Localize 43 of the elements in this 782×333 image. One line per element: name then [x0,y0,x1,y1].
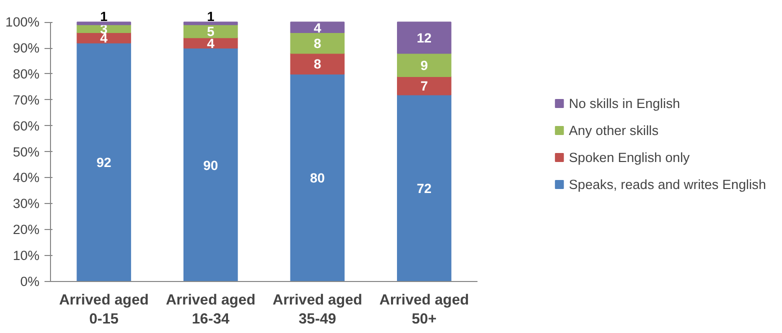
data-label: 7 [420,78,428,94]
bar [76,22,132,26]
y-tick-label: 40% [12,170,40,186]
y-tick-label: 0% [20,274,40,289]
y-tick-label: 50% [12,144,40,160]
x-tick-label: Arrived aged 50+ [379,292,469,328]
legend-label: Spoken English only [568,150,690,164]
y-tick-label: 100% [5,14,40,30]
data-label: 9 [420,58,428,73]
y-tick-label: 90% [12,40,40,56]
bar [183,22,238,26]
bar [396,22,452,54]
data-label: 8 [314,56,322,72]
y-tick-label: 30% [12,196,40,212]
bar [290,52,345,74]
bar [183,48,238,282]
x-tick-label: Arrived aged 35-49 [272,292,362,328]
data-label: 80 [310,170,325,186]
data-label: 72 [416,181,432,196]
data-label: 1 [100,9,108,24]
x-tick-label: Arrived aged 16-34 [166,292,256,328]
y-tick-label: 80% [12,66,40,82]
y-tick-label: 60% [12,118,40,134]
data-label: 12 [416,30,432,46]
y-tick-label: 70% [12,92,40,108]
data-label: 8 [314,36,322,51]
legend-label: Any other skills [568,122,659,138]
data-label: 4 [314,20,322,36]
data-label: 92 [96,155,112,170]
bar [396,52,452,78]
bar [290,22,345,33]
legend-label: No skills in English [568,96,680,110]
bar [290,32,345,54]
data-label: 90 [203,158,218,173]
data-label: 1 [206,9,215,24]
bar [290,73,345,282]
bar [76,42,132,282]
y-tick-label: 20% [12,222,40,238]
bar [396,76,452,96]
y-tick-label: 10% [12,248,40,264]
bar [396,94,452,282]
x-tick-label: Arrived aged 0-15 [59,292,149,328]
legend-label: Speaks, reads and writes English [568,176,766,192]
